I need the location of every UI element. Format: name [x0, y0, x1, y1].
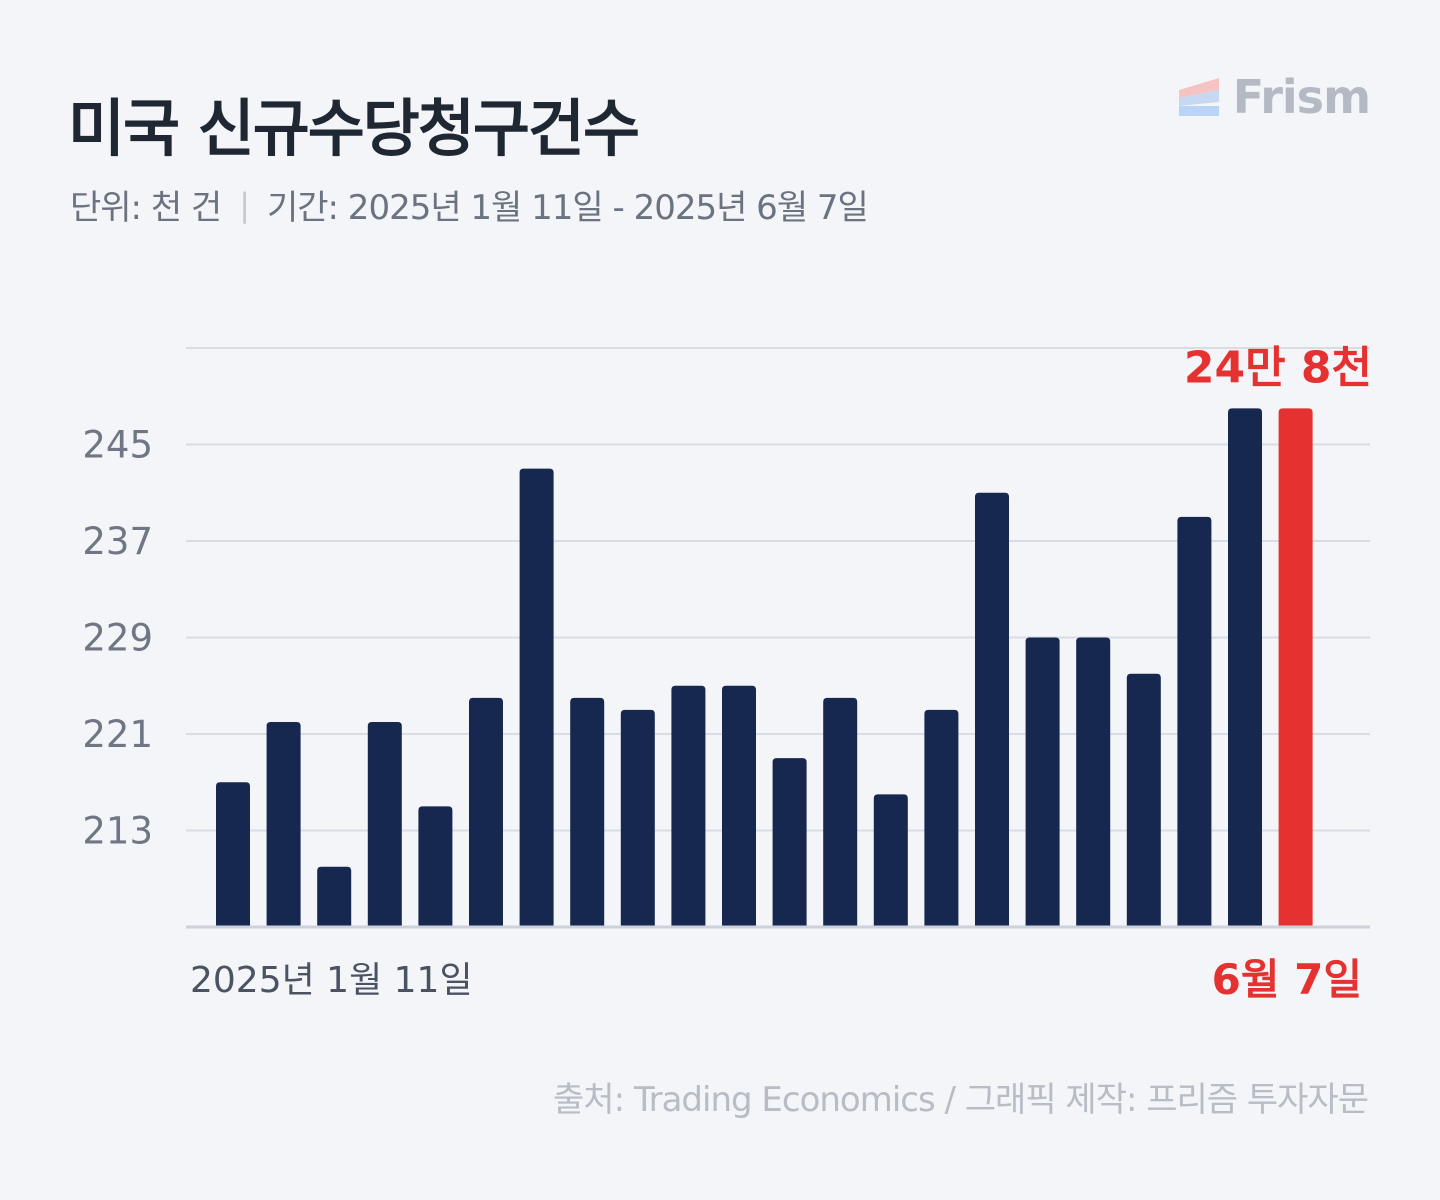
frism-logo-icon	[1178, 78, 1219, 116]
bar	[975, 492, 1009, 927]
x-tick-label-first: 2025년 1월 11일	[190, 960, 473, 1001]
highlight-value-label: 24만 8천	[1184, 342, 1372, 393]
bar	[620, 709, 655, 927]
source-footer: 출처: Trading Economics / 그래픽 제작: 프리즘 투자자문	[553, 1080, 1369, 1120]
y-axis-ticks: 213 221 229 237 245	[82, 424, 153, 853]
bar	[216, 782, 250, 927]
logo-text: Frism	[1232, 70, 1371, 124]
bar	[317, 866, 352, 927]
y-tick-label: 237	[82, 520, 153, 563]
frism-logo: Frism	[1178, 70, 1371, 124]
y-tick-label: 221	[82, 713, 153, 756]
bar-highlight	[1278, 408, 1313, 927]
bar	[671, 685, 706, 927]
period-label: 기간: 2025년 1월 11일 - 2025년 6월 7일	[266, 188, 869, 228]
bar	[1177, 516, 1212, 927]
bars	[216, 408, 1313, 927]
x-tick-label-last: 6월 7일	[1212, 955, 1362, 1004]
bar	[266, 721, 301, 927]
y-tick-label: 229	[82, 617, 153, 660]
unit-label: 단위: 천 건	[70, 188, 222, 228]
subtitle-separator: |	[239, 185, 250, 224]
chart-title: 미국 신규수당청구건수	[68, 92, 640, 165]
bar	[1126, 673, 1161, 927]
bar	[1076, 637, 1111, 927]
bar	[469, 697, 503, 927]
bar	[873, 794, 908, 927]
y-tick-label: 213	[82, 810, 153, 853]
chart-labels: 24만 8천 2025년 1월 11일 6월 7일	[190, 342, 1372, 1004]
bar	[418, 806, 453, 927]
bar	[1228, 408, 1262, 927]
bar	[1025, 637, 1060, 927]
chart-subtitle: 단위: 천 건 | 기간: 2025년 1월 11일 - 2025년 6월 7일	[70, 180, 869, 229]
bar	[823, 697, 858, 927]
bar	[924, 709, 959, 927]
bar	[367, 721, 402, 927]
bar	[772, 758, 807, 927]
y-tick-label: 245	[82, 424, 153, 467]
bar	[570, 697, 605, 927]
bar	[722, 685, 756, 927]
bar	[519, 468, 554, 927]
